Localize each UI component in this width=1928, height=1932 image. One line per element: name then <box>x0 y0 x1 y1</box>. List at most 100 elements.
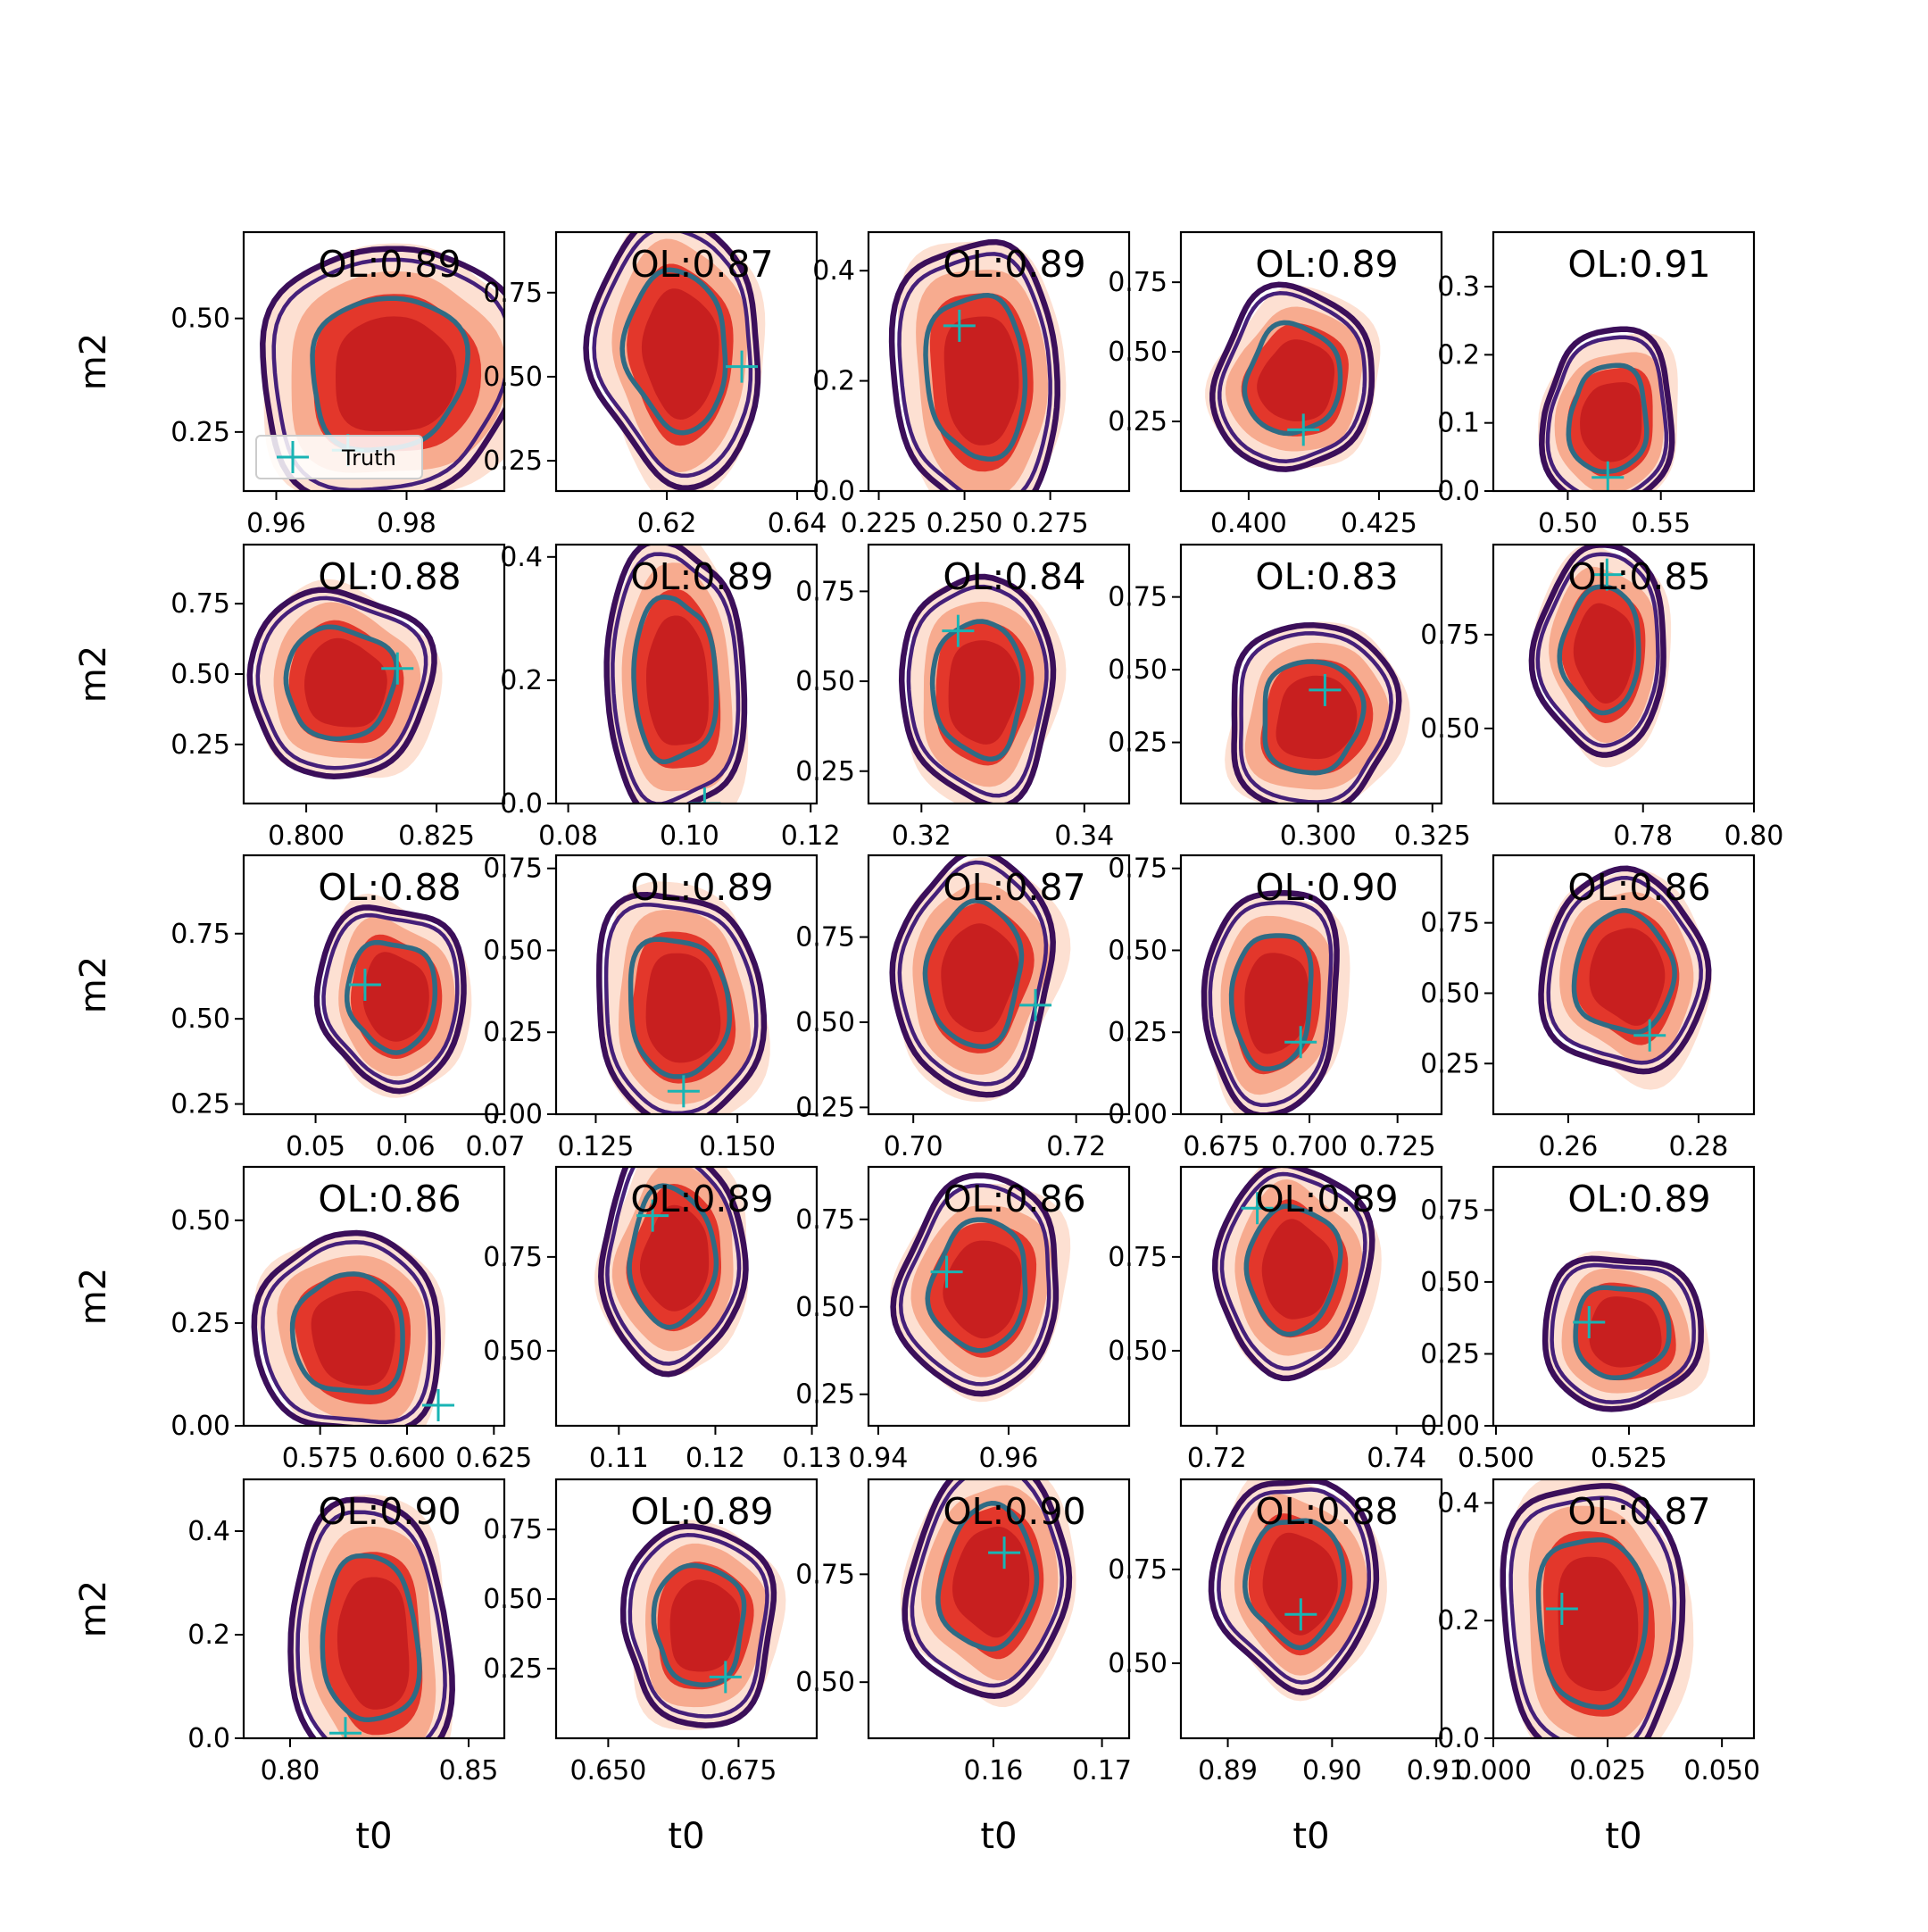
y-tick-label: 0.50 <box>1420 713 1480 745</box>
contour-mid <box>1535 552 1660 748</box>
y-tick-label: 0.50 <box>1108 337 1168 368</box>
y-axis-label: m2 <box>73 1268 114 1325</box>
axes-frame <box>242 230 506 493</box>
contour-mid <box>271 257 504 491</box>
overlap-annotation: OL:0.90 <box>943 1490 1085 1533</box>
kde-fill-core <box>1589 1296 1662 1368</box>
x-tick-label: 0.825 <box>398 820 475 852</box>
y-tick-label: 0.4 <box>812 255 855 287</box>
y-tick-label: 0.0 <box>187 1723 230 1754</box>
plot-area <box>1538 326 1678 491</box>
contour-inner <box>310 296 470 453</box>
contour-inner <box>344 939 438 1055</box>
plot-area <box>603 545 749 804</box>
x-tick-label: 0.325 <box>1394 820 1471 852</box>
subplot-r0-c1: 0.62 0.64 0.25 0.50 0.75 OL:0.87 <box>483 230 827 539</box>
x-tick-label: 0.72 <box>1187 1443 1247 1474</box>
x-tick-label: 0.80 <box>261 1755 320 1786</box>
contour-outer <box>1208 1479 1380 1695</box>
x-tick-label: 0.17 <box>1072 1755 1132 1786</box>
x-tick-label: 0.275 <box>1012 508 1089 539</box>
plot-area <box>313 893 472 1098</box>
contour-outer <box>603 545 748 804</box>
axes-frame <box>242 1478 506 1740</box>
contour-inner <box>627 1183 719 1330</box>
contour-outer <box>890 1172 1060 1397</box>
contour-mid <box>1208 900 1334 1107</box>
x-tick-label: 0.725 <box>1359 1131 1436 1162</box>
y-tick-label: 0.2 <box>187 1620 230 1651</box>
kde-fill-core <box>1276 675 1358 760</box>
overlap-annotation: OL:0.89 <box>630 555 773 598</box>
x-tick-label: 0.72 <box>1046 1131 1106 1162</box>
kde-fill-core <box>336 316 457 432</box>
contour-outer <box>1211 1167 1375 1382</box>
x-tick-label: 0.675 <box>700 1755 777 1786</box>
truth-marker <box>348 969 381 1001</box>
y-tick-label: 0.25 <box>170 417 230 448</box>
x-tick-label: 0.12 <box>781 820 841 852</box>
y-tick-label: 0.50 <box>483 935 543 966</box>
y-tick-label: 0.25 <box>795 1092 855 1123</box>
y-tick-label: 0.50 <box>795 1292 855 1323</box>
axes-frame <box>1492 1478 1756 1740</box>
overlap-annotation: OL:0.83 <box>1255 555 1398 598</box>
axes-frame <box>1492 854 1756 1116</box>
x-tick-label: 0.78 <box>1613 820 1673 852</box>
x-tick-label: 0.91 <box>1407 1755 1467 1786</box>
contour-mid <box>1219 1171 1367 1371</box>
truth-marker <box>726 350 759 383</box>
kde-fill-core <box>1558 1556 1639 1692</box>
contour-inner <box>320 1553 422 1723</box>
y-tick-label: 0.2 <box>1437 339 1480 371</box>
overlap-annotation: OL:0.86 <box>943 1178 1085 1220</box>
x-axis-label: t0 <box>1292 1816 1329 1857</box>
subplot-r4-c4: 0.000 0.025 0.050 0.0 0.2 0.4 OL:0.87 t0 <box>1437 1478 1760 1857</box>
x-tick-label: 0.07 <box>466 1131 526 1162</box>
overlap-annotation: OL:0.89 <box>630 866 773 909</box>
axes-frame <box>867 543 1131 805</box>
contour-outer <box>260 246 504 491</box>
contour-inner <box>619 267 728 436</box>
truth-marker <box>1545 1593 1578 1625</box>
contour-outer <box>246 587 437 779</box>
axes-frame <box>554 1478 819 1740</box>
axes-frame <box>1492 543 1756 805</box>
truth-marker <box>1591 558 1624 591</box>
overlap-annotation: OL:0.86 <box>1567 866 1710 909</box>
y-tick-label: 0.25 <box>795 756 855 787</box>
plot-area <box>1542 1251 1710 1412</box>
axes-frame <box>554 543 819 805</box>
x-tick-label: 0.85 <box>439 1755 499 1786</box>
y-tick-label: 0.00 <box>1420 1411 1480 1442</box>
y-tick-label: 0.50 <box>1108 1648 1168 1679</box>
x-tick-label: 0.16 <box>964 1755 1024 1786</box>
axes-frame <box>1179 854 1443 1116</box>
kde-fill-core <box>337 1577 410 1710</box>
y-tick-label: 0.75 <box>795 576 855 607</box>
plot-area <box>900 1479 1076 1708</box>
plot-area <box>1205 281 1381 472</box>
overlap-annotation: OL:0.89 <box>1567 1178 1710 1220</box>
contour-inner <box>922 898 1025 1050</box>
contour-inner <box>1571 908 1677 1035</box>
kde-fill-core <box>952 1526 1030 1638</box>
y-axis-label: m2 <box>73 645 114 703</box>
contour-inner <box>627 937 733 1079</box>
overlap-annotation: OL:0.89 <box>630 1490 773 1533</box>
contour-inner <box>1228 933 1314 1072</box>
subplot-r1-c3: 0.300 0.325 0.25 0.50 0.75 OL:0.83 <box>1108 543 1471 852</box>
subplot-r3-c3: 0.72 0.74 0.50 0.75 OL:0.89 <box>1108 1165 1443 1474</box>
y-tick-label: 0.75 <box>1420 1195 1480 1226</box>
truth-marker <box>942 614 975 647</box>
truth-marker <box>1019 988 1052 1021</box>
subplot-r2-c0: 0.05 0.06 0.07 0.25 0.50 0.75 OL:0.88 m2 <box>73 854 526 1162</box>
x-tick-label: 0.96 <box>979 1443 1039 1474</box>
truth-marker <box>943 309 976 342</box>
contour-outer <box>1500 1483 1686 1738</box>
kde-fill-core <box>948 640 1020 745</box>
x-tick-label: 0.94 <box>849 1443 909 1474</box>
subplot-r1-c2: 0.32 0.34 0.25 0.50 0.75 OL:0.84 <box>795 543 1131 852</box>
plot-area <box>1211 1167 1382 1382</box>
y-tick-label: 0.75 <box>483 1514 543 1545</box>
